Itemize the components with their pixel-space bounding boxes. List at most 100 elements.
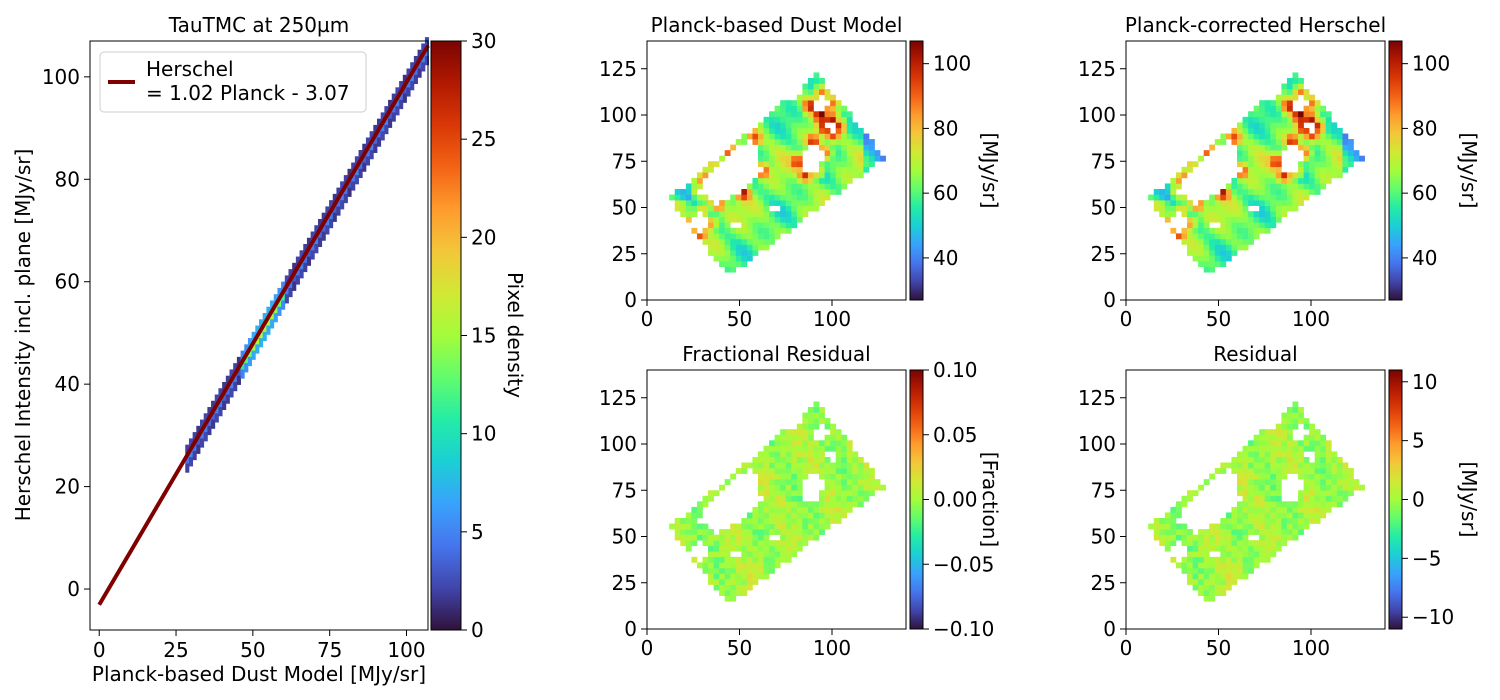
map-pixel [1192,540,1199,547]
density-cell [336,187,341,198]
map-pixel [1209,540,1216,547]
map-pixel [1303,423,1310,430]
map-pixel [741,194,748,201]
map-pixel [1292,133,1299,140]
map-pixel [1242,495,1249,502]
map-pixel [1242,490,1249,497]
map-pixel [802,172,809,179]
map-pixel [774,172,781,179]
map-pixel [802,144,809,151]
map-pixel [1225,545,1232,552]
map-pixel [1198,238,1204,245]
map-pixel [1220,189,1227,195]
map-pixel [746,567,753,574]
map-pixel [1203,238,1210,245]
map-pixel [1198,567,1204,574]
map-pixel [802,473,809,480]
map-pixel [1209,584,1216,591]
map-pixel [746,227,753,234]
map-pixel [763,523,770,530]
map-pixel [1248,227,1254,234]
map-pixel [708,529,714,535]
map-pixel [1286,200,1293,206]
map-pixel [1203,216,1210,223]
map-pixel [780,227,787,234]
map-pixel [1242,462,1249,469]
map-pixel [1292,194,1299,201]
map-pixel [752,222,759,229]
map-pixel [769,111,775,118]
map-pixel [1298,111,1304,118]
map-pixel [1153,523,1160,530]
map-pixel [807,512,814,519]
map-pixel [752,540,759,547]
map-pixel [1264,116,1271,123]
map-pixel [780,484,787,491]
map-pixel [1292,518,1299,524]
map-pixel [1242,567,1249,574]
map-pixel [1187,579,1193,585]
map-pixel [824,89,831,95]
map-pixel [1209,205,1216,212]
map-pixel [1253,551,1260,558]
map-pixel [1192,233,1199,240]
map-pixel [819,506,825,513]
map-pixel [1225,250,1232,256]
map-pixel [774,545,781,552]
map-pixel [735,238,742,245]
y-tick-label: 50 [1091,525,1116,549]
map-pixel [763,116,770,123]
map-pixel [702,540,709,547]
map-pixel [1325,172,1332,179]
density-cell [292,262,297,273]
map-pixel [1248,484,1254,491]
map-pixel [1242,133,1249,140]
map-pixel [735,590,742,596]
map-pixel [813,523,820,530]
map-pixel [780,440,787,447]
map-pixel [1281,83,1288,90]
map-pixel [1275,423,1282,430]
map-pixel [1164,512,1171,519]
map-pixel [1281,122,1288,129]
map-pixel [780,161,787,168]
map-pixel [1192,227,1199,234]
map-pixel [780,512,787,519]
map-pixel [1331,122,1338,129]
corrected_herschel-colorbar-label: [MJy/sr] [1457,133,1481,209]
map-pixel [1314,429,1321,436]
map-pixel [1314,440,1321,447]
map-pixel [802,200,809,206]
map-pixel [819,523,825,530]
map-pixel [1275,495,1282,502]
map-pixel [758,205,764,212]
map-pixel [1259,177,1266,184]
map-pixel [774,227,781,234]
map-pixel [835,456,842,463]
map-pixel [1353,479,1360,485]
map-pixel [1336,495,1343,502]
density-cell [288,287,293,298]
map-pixel [1264,468,1271,474]
map-pixel [830,116,836,123]
map-pixel [1164,540,1171,547]
density-cell [351,162,356,173]
map-pixel [1331,484,1338,491]
map-pixel [1159,534,1166,541]
map-pixel [1203,540,1210,547]
map-pixel [774,161,781,168]
map-pixel [813,418,820,424]
map-pixel [1325,127,1332,134]
map-pixel [1320,456,1327,463]
map-pixel [841,116,848,123]
map-pixel [1220,200,1227,206]
map-pixel [758,189,764,195]
map-pixel [1309,105,1315,112]
map-pixel [830,155,836,162]
map-pixel [863,495,870,502]
map-pixel [1270,462,1277,469]
map-pixel [685,183,692,190]
map-pixel [846,150,853,156]
density-cell [384,106,389,116]
map-pixel [1242,227,1249,234]
